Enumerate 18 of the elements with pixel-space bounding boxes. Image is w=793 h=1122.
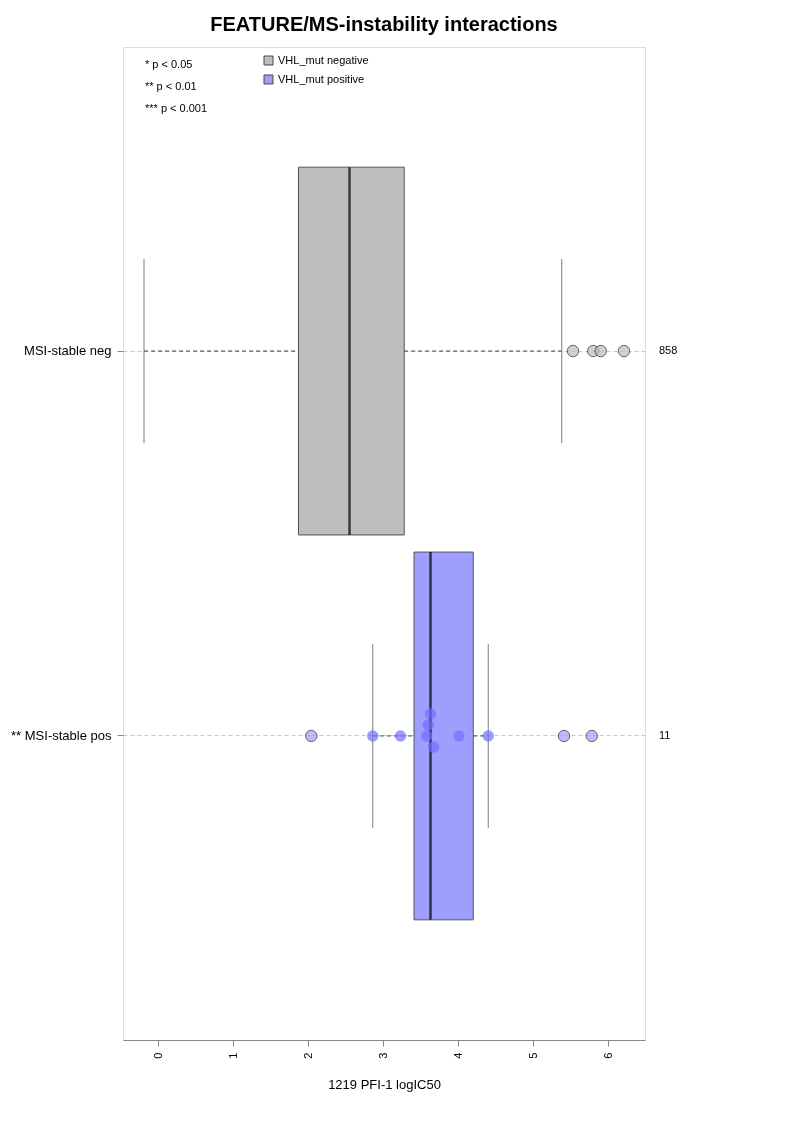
x-tick-label: 3 bbox=[376, 1052, 389, 1059]
annotation: ** p < 0.01 bbox=[145, 80, 197, 92]
x-axis-title: 1219 PFI-1 logIC50 bbox=[328, 1076, 441, 1092]
x-tick-label: 0 bbox=[151, 1052, 164, 1059]
annotation: *** p < 0.001 bbox=[145, 102, 208, 114]
chart-title: FEATURE/MS-instability interactions bbox=[210, 13, 558, 35]
text: 858 bbox=[659, 344, 678, 357]
x-tick-label: 5 bbox=[526, 1052, 539, 1059]
legend-label: VHL_mut negative bbox=[278, 53, 369, 66]
annotation: * p < 0.05 bbox=[145, 58, 193, 70]
x-tick-label: 4 bbox=[451, 1052, 464, 1059]
y-tick-label: MSI-stable neg bbox=[24, 343, 112, 359]
x-tick-label: 6 bbox=[601, 1052, 614, 1059]
text: 11 bbox=[659, 728, 671, 741]
y-tick-label: ** MSI-stable pos bbox=[11, 727, 112, 743]
x-tick-label: 2 bbox=[301, 1052, 314, 1059]
legend-label: VHL_mut positive bbox=[278, 72, 365, 85]
x-tick-label: 1 bbox=[226, 1052, 239, 1059]
